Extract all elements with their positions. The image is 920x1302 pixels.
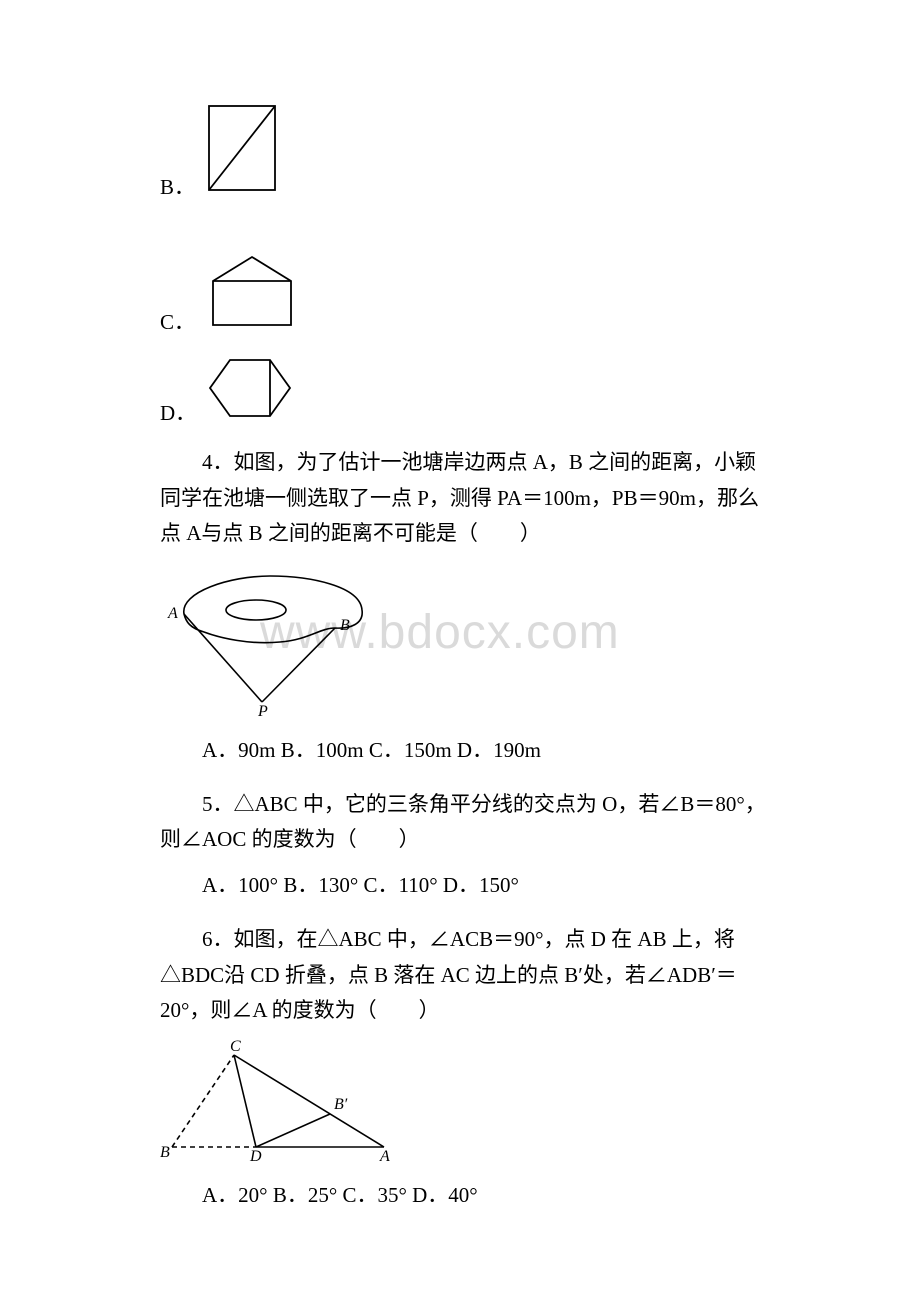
question-5-text: 5．△ABC 中，它的三条角平分线的交点为 O，若∠B＝80°，则∠AOC 的度…: [160, 787, 775, 858]
option-c-shape: [203, 251, 301, 336]
option-b-label: B．: [160, 171, 195, 201]
question-6-text: 6．如图，在△ABC 中，∠ACB＝90°，点 D 在 AB 上，将△BDC沿 …: [160, 922, 775, 1029]
option-d-label: D．: [160, 397, 196, 427]
question-5-answers: A．100° B．130° C．110° D．150°: [160, 868, 775, 904]
option-b: B．: [160, 100, 775, 201]
option-d-shape: [204, 354, 296, 427]
option-c-label: C．: [160, 306, 195, 336]
page-content: B． C． D． 4．如图，为了估计一池塘岸边两点 A，B 之间的距离，小: [160, 100, 775, 1214]
label-b2: B: [160, 1144, 170, 1161]
question-4-text: 4．如图，为了估计一池塘岸边两点 A，B 之间的距离，小颖同学在池塘一侧选取了一…: [160, 445, 775, 552]
question-4-figure: A B P: [160, 562, 775, 723]
label-bprime: B′: [334, 1096, 348, 1113]
label-a2: A: [379, 1148, 390, 1163]
option-c: C．: [160, 251, 775, 336]
label-p: P: [257, 703, 268, 718]
label-d: D: [249, 1148, 262, 1163]
question-6-answers: A．20° B．25° C．35° D．40°: [160, 1178, 775, 1214]
label-a: A: [167, 605, 178, 622]
option-b-shape: [203, 100, 281, 201]
label-c: C: [230, 1039, 241, 1055]
option-d: D．: [160, 354, 775, 427]
label-b: B: [340, 617, 350, 634]
question-4-answers: A．90m B．100m C．150m D．190m: [160, 733, 775, 769]
question-6-figure: C B B′ D A: [160, 1039, 775, 1168]
